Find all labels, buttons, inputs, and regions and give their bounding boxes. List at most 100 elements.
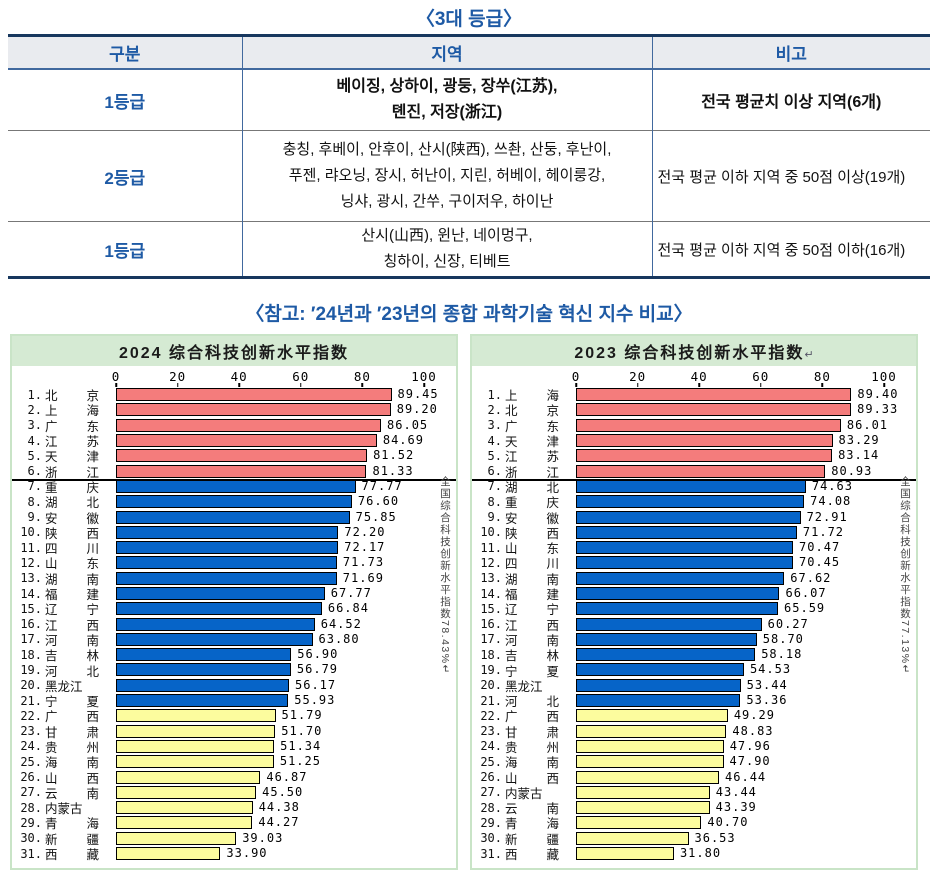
table-row-grade2: 2등급 충칭, 후베이, 안후이, 산시(陕西), 쓰촨, 산둥, 후난이, 푸… — [8, 130, 930, 222]
province-rank: 15. — [480, 601, 502, 616]
chart-row: 6. 浙江 80.93 — [478, 462, 916, 481]
regions-line: 베이징, 상하이, 광둥, 장쑤(江苏), — [336, 78, 558, 95]
chart-row: 8. 湖北 76.60 — [18, 494, 456, 510]
province-label: 14. 福建 — [478, 584, 576, 603]
x-axis-tick — [883, 383, 885, 387]
index-bar — [116, 831, 237, 845]
table-row-grade3: 1등급 산시(山西), 윈난, 네이멍구, 칭하이, 신장, 티베트 전국 평균… — [8, 221, 930, 278]
province-name-char: 南 — [546, 802, 559, 817]
chart-row: 9. 安徽 72.91 — [478, 509, 916, 526]
index-bar — [116, 770, 261, 784]
bar-track: 66.84 — [116, 601, 456, 616]
province-name-char: 苏 — [86, 435, 99, 450]
province-name-char: 湖 — [505, 480, 518, 495]
chart-row: 22. 广西 49.29 — [478, 708, 916, 724]
index-bar — [116, 801, 253, 815]
province-name: 广东 — [45, 416, 99, 435]
province-name: 贵州 — [45, 737, 99, 756]
chart-row: 22. 广西 51.79 — [18, 708, 456, 724]
province-name-char: 庆 — [546, 496, 559, 511]
bar-value-label: 67.77 — [330, 586, 372, 600]
bar-value-label: 43.39 — [715, 800, 757, 815]
bar-track: 89.20 — [116, 402, 456, 417]
province-rank: 6. — [27, 464, 42, 479]
province-rank: 10. — [480, 525, 502, 540]
chart-row: 28. 云南 43.39 — [478, 800, 916, 817]
province-name-char: 南 — [86, 786, 99, 801]
province-name-char: 河 — [45, 633, 58, 648]
regions-line: 산시(山西), 윈난, 네이멍구, — [361, 227, 533, 244]
province-name-char: 安 — [505, 511, 518, 526]
province-name: 青海 — [505, 813, 559, 832]
index-bar — [576, 678, 741, 692]
chart-title-text: 2023 综合科技创新水平指数 — [574, 345, 805, 362]
plot-area-2024: 1. 北京 89.45 2. 上海 89.20 3. 广东 86.05 4. 江苏 84.69 5. 天津… — [12, 386, 456, 868]
province-name-char: 宁 — [505, 664, 518, 679]
chart-row: 4. 江苏 84.69 — [18, 433, 456, 450]
province-name-char: 宁 — [86, 603, 99, 618]
province-rank: 30. — [20, 831, 42, 846]
index-bar — [116, 388, 392, 402]
province-name: 江西 — [505, 615, 559, 634]
province-label: 21. 宁夏 — [18, 691, 116, 710]
province-name-char: 州 — [86, 740, 99, 755]
province-label: 11. 四川 — [18, 538, 116, 557]
province-name-char: 辽 — [45, 603, 58, 618]
province-name-char: 疆 — [86, 832, 99, 847]
province-name-char: 福 — [45, 588, 58, 603]
x-axis-tick — [636, 383, 639, 387]
chart-title-2023: 2023 综合科技创新水平指数↵ — [472, 336, 916, 366]
chart-row: 27. 云南 45.50 — [18, 785, 456, 801]
province-name: 甘肃 — [45, 722, 99, 741]
regions-cell: 베이징, 상하이, 광둥, 장쑤(江苏), 톈진, 저장(浙江) — [241, 69, 652, 131]
bar-track: 56.17 — [116, 678, 456, 692]
province-rank: 29. — [20, 815, 42, 830]
chart-row: 23. 甘肃 48.83 — [478, 724, 916, 740]
province-name-char: 藏 — [86, 848, 99, 863]
province-name: 吉林 — [505, 645, 559, 664]
province-name-char: 宁 — [45, 695, 58, 710]
chart-row: 11. 山东 70.47 — [478, 540, 916, 556]
index-bar — [116, 755, 274, 769]
province-rank: 8. — [487, 494, 502, 509]
bar-value-label: 58.70 — [762, 631, 804, 646]
province-name-char: 四 — [505, 557, 518, 572]
column-header-remarks: 비고 — [651, 35, 930, 70]
province-rank: 4. — [487, 433, 502, 448]
x-axis-tick-label: 40 — [690, 369, 708, 384]
bar-value-label: 58.18 — [761, 647, 803, 662]
province-name-char: 西 — [546, 526, 559, 541]
index-bar — [576, 464, 826, 478]
province-name-char: 南 — [86, 756, 99, 771]
x-axis-tick-label: 80 — [353, 369, 371, 384]
province-name-char: 古 — [530, 786, 543, 801]
province-label: 20. 黑龙江 — [18, 676, 116, 695]
bar-value-label: 70.47 — [799, 540, 841, 555]
province-name-char: 上 — [45, 404, 58, 419]
province-label: 30. 新疆 — [18, 829, 116, 848]
province-name-char: 江 — [505, 618, 518, 633]
province-name: 宁夏 — [45, 691, 99, 710]
bar-track: 89.45 — [116, 387, 456, 402]
province-rank: 2. — [487, 402, 502, 417]
x-axis-tick — [575, 383, 577, 387]
province-label: 6. 浙江 — [478, 462, 576, 481]
bar-track: 55.93 — [116, 693, 456, 708]
bar-track: 89.40 — [576, 387, 916, 402]
index-bar — [576, 755, 724, 769]
national-average-line — [12, 478, 456, 481]
index-bar — [576, 556, 793, 570]
index-bar — [116, 648, 292, 662]
province-rank: 28. — [20, 800, 42, 815]
province-name: 河北 — [505, 691, 559, 710]
province-label: 3. 广东 — [478, 416, 576, 435]
bar-track: 74.63 — [576, 479, 916, 493]
province-label: 28. 内蒙古 — [18, 798, 116, 817]
province-rank: 20. — [20, 678, 42, 693]
bar-track: 83.14 — [576, 448, 916, 463]
chart-row: 12. 四川 70.45 — [478, 555, 916, 572]
bar-value-label: 56.90 — [297, 647, 339, 662]
province-name-char: 西 — [505, 848, 518, 863]
index-bar — [116, 724, 276, 738]
bar-track: 77.77 — [116, 479, 456, 493]
